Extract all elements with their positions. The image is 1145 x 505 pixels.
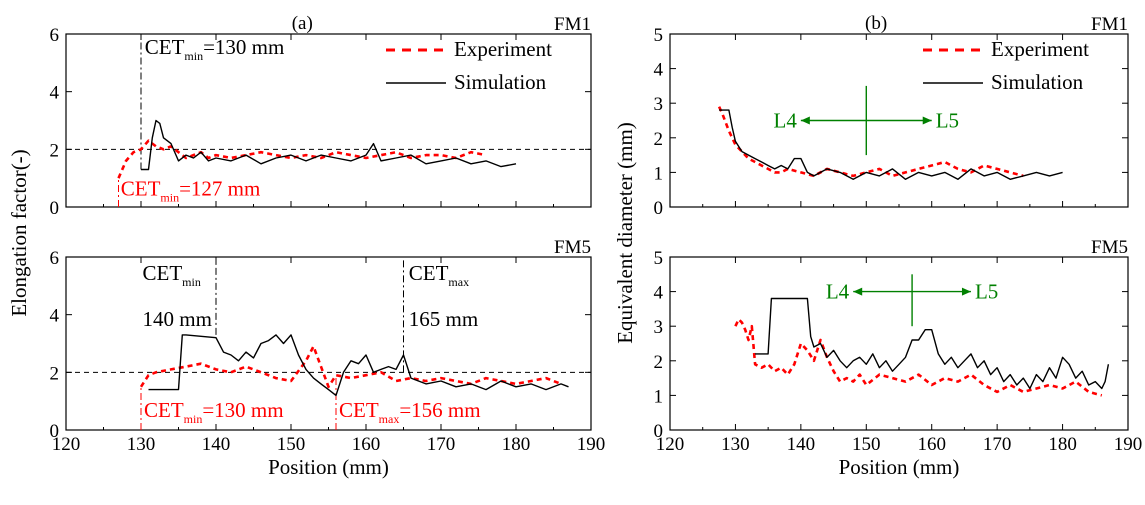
series-simulation [719, 109, 1063, 181]
x-axis-title: Position (mm) [839, 455, 960, 479]
layer-label-left: L4 [826, 280, 850, 304]
y-tick-label: 3 [654, 317, 664, 338]
x-tick-label: 150 [277, 434, 306, 455]
x-tick-label: 140 [787, 434, 816, 455]
series-experiment [734, 317, 1103, 397]
x-tick-label: 150 [852, 434, 881, 455]
arrowhead-left [800, 116, 810, 125]
cet-annotation: CETmax [409, 261, 469, 289]
y-tick-label: 0 [654, 421, 664, 442]
x-tick-label: 170 [983, 434, 1012, 455]
y-tick-label: 6 [50, 25, 60, 46]
arrowhead-right [922, 116, 932, 125]
legend-label-simulation: Simulation [454, 70, 547, 94]
cet-annotation: CETmin=127 mm [121, 176, 261, 204]
legend-label-experiment: Experiment [454, 37, 552, 61]
axes-frame [669, 256, 1129, 431]
series-experiment [117, 139, 487, 179]
x-tick-label: 190 [1114, 434, 1143, 455]
panel-tag: FM5 [1091, 237, 1128, 258]
layer-label-left: L4 [774, 109, 798, 133]
legend-label-experiment: Experiment [991, 37, 1089, 61]
x-tick-label: 140 [202, 434, 231, 455]
y-tick-label: 2 [50, 140, 60, 161]
x-tick-label: 180 [502, 434, 531, 455]
panel-label: (b) [865, 13, 887, 34]
y-tick-label: 2 [50, 363, 60, 384]
x-tick-label: 170 [427, 434, 456, 455]
panel-tag: FM5 [554, 237, 591, 258]
y-tick-label: 4 [50, 83, 60, 104]
y-tick-label: 4 [654, 60, 664, 81]
x-tick-label: 190 [577, 434, 606, 455]
layer-label-right: L5 [936, 109, 959, 133]
layer-label-right: L5 [975, 280, 998, 304]
y-tick-label: 5 [654, 248, 664, 269]
x-tick-label: 120 [52, 434, 81, 455]
y-tick-label: 2 [654, 352, 664, 373]
y-tick-label: 4 [654, 283, 664, 304]
y-tick-label: 3 [654, 94, 664, 115]
y-tick-label: 0 [50, 421, 60, 442]
y-tick-label: 0 [654, 198, 664, 219]
ylabel-a: Elongation factor(-) [7, 149, 31, 316]
cet-annotation: 140 mm [143, 307, 212, 331]
legend-label-simulation: Simulation [991, 70, 1084, 94]
y-tick-label: 0 [50, 198, 60, 219]
y-tick-label: 5 [654, 25, 664, 46]
cet-annotation: CETmin=130 mm [144, 398, 284, 426]
y-tick-label: 1 [654, 386, 664, 407]
x-tick-label: 120 [656, 434, 685, 455]
panel-tag: FM1 [554, 14, 591, 35]
arrowhead-right [961, 287, 971, 296]
series-simulation [755, 297, 1110, 390]
cet-annotation: 165 mm [409, 307, 478, 331]
panel-b_fm5: 120 130 140 150 160 170 180 190 0 1 2 3 4 5 Position (… [654, 237, 1143, 479]
y-tick-label: 1 [654, 163, 664, 184]
x-axis-title: Position (mm) [268, 455, 389, 479]
x-tick-label: 130 [127, 434, 156, 455]
x-tick-label: 160 [352, 434, 381, 455]
x-tick-label: 160 [917, 434, 946, 455]
arrowhead-left [853, 287, 863, 296]
series-experiment [717, 106, 1024, 178]
panel-b_fm1: 0 1 2 3 4 5 FM1 (b) Experiment Simulation L4 L5 [654, 13, 1129, 219]
y-tick-label: 2 [654, 129, 664, 150]
y-tick-label: 6 [50, 248, 60, 269]
series-simulation [141, 119, 517, 171]
ylabel-b: Equivalent diameter (mm) [613, 122, 637, 344]
panel-label: (a) [292, 13, 313, 34]
panel-a_fm1: 0 2 4 6 FM1 (a) Experiment Simulation CETmin=130… [50, 13, 592, 219]
cet-annotation: CETmax=156 mm [339, 398, 481, 426]
panel-tag: FM1 [1091, 14, 1128, 35]
y-tick-label: 4 [50, 306, 60, 327]
series-simulation [148, 334, 569, 397]
panel-a_fm5: 120 130 140 150 160 170 180 190 0 2 4 6 Position (mm… [50, 237, 606, 479]
x-tick-label: 180 [1048, 434, 1077, 455]
cet-annotation: CETmin [143, 261, 201, 289]
x-tick-label: 130 [721, 434, 750, 455]
series-experiment [139, 345, 562, 389]
cet-annotation: CETmin=130 mm [145, 35, 285, 63]
